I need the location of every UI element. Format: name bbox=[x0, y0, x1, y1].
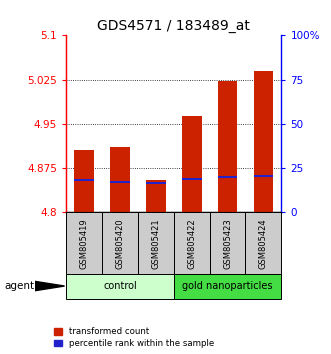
Bar bbox=[246, 212, 281, 274]
Bar bbox=[210, 212, 246, 274]
Bar bbox=[66, 274, 174, 299]
Bar bbox=[218, 176, 237, 178]
Bar bbox=[174, 212, 210, 274]
Bar bbox=[138, 212, 174, 274]
Bar bbox=[146, 180, 166, 212]
Text: GSM805424: GSM805424 bbox=[259, 218, 268, 269]
Bar bbox=[182, 116, 202, 212]
Bar bbox=[66, 212, 102, 274]
Bar bbox=[74, 179, 94, 181]
Bar bbox=[254, 71, 273, 212]
Text: GSM805419: GSM805419 bbox=[80, 218, 89, 269]
Bar bbox=[218, 81, 237, 212]
Legend: transformed count, percentile rank within the sample: transformed count, percentile rank withi… bbox=[54, 327, 214, 348]
Title: GDS4571 / 183489_at: GDS4571 / 183489_at bbox=[97, 19, 250, 33]
Polygon shape bbox=[35, 281, 65, 291]
Bar bbox=[174, 274, 281, 299]
Bar bbox=[146, 182, 166, 184]
Bar bbox=[110, 181, 130, 183]
Bar bbox=[74, 150, 94, 212]
Text: GSM805423: GSM805423 bbox=[223, 218, 232, 269]
Text: GSM805421: GSM805421 bbox=[151, 218, 160, 269]
Text: GSM805420: GSM805420 bbox=[116, 218, 124, 269]
Bar bbox=[182, 178, 202, 180]
Bar bbox=[254, 175, 273, 177]
Text: GSM805422: GSM805422 bbox=[187, 218, 196, 269]
Text: gold nanoparticles: gold nanoparticles bbox=[182, 281, 273, 291]
Text: control: control bbox=[103, 281, 137, 291]
Text: agent: agent bbox=[4, 281, 34, 291]
Bar bbox=[110, 148, 130, 212]
Bar bbox=[102, 212, 138, 274]
